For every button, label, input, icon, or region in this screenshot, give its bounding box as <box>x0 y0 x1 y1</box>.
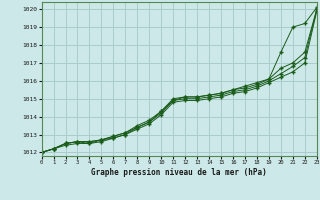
X-axis label: Graphe pression niveau de la mer (hPa): Graphe pression niveau de la mer (hPa) <box>91 168 267 177</box>
